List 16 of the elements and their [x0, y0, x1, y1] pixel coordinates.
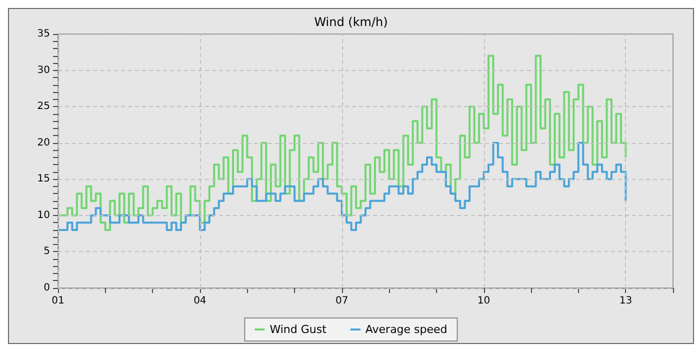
x-tick-label: 13	[619, 296, 632, 306]
y-tick-label: 30	[37, 64, 50, 76]
legend-label: Wind Gust	[270, 323, 328, 336]
y-tick-label: 35	[37, 28, 50, 40]
x-tick-label: 01	[52, 296, 64, 306]
legend-label: Average speed	[365, 323, 448, 336]
y-tick-label: 15	[37, 174, 50, 185]
chart-title: Wind (km/h)	[314, 15, 388, 29]
x-tick-label: 04	[194, 296, 206, 306]
y-tick-label: 10	[37, 210, 50, 221]
y-tick-label: 5	[44, 246, 50, 258]
x-tick-label: 10	[477, 296, 490, 306]
y-tick-label: 25	[37, 101, 50, 112]
y-tick-label: 20	[37, 137, 50, 148]
y-tick-label: 0	[44, 282, 50, 294]
x-tick-label: 07	[335, 296, 348, 306]
